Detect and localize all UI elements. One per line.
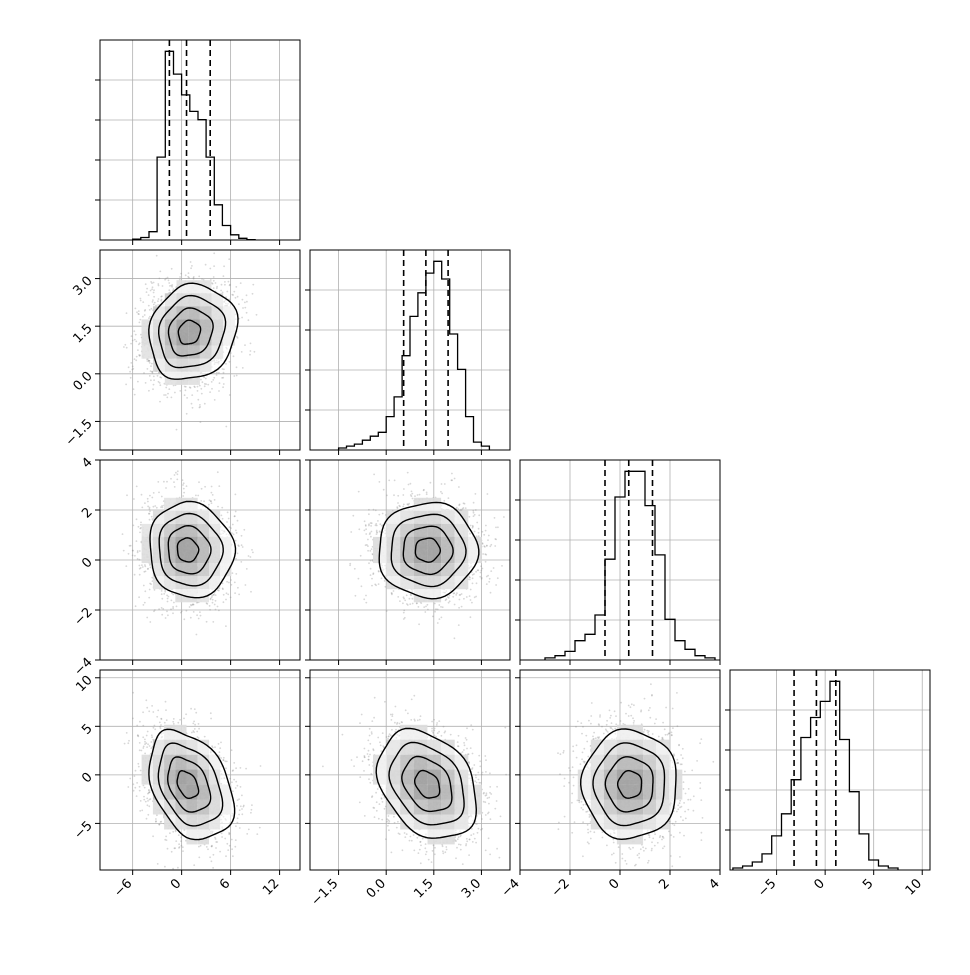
scatter-panel-0-3 [95,670,300,879]
y-tick-label-3-3: 10 [73,673,95,695]
y-tick-label-3-0: −5 [71,818,95,842]
y-axis-1: −1.5 0.0 1.5 3.0 [63,274,96,450]
x-tick-label-2-2: 0 [606,876,622,892]
x-tick-label-1-1: 0.0 [364,876,389,901]
x-tick-label-3-1: 0 [812,876,828,892]
x-tick-label-3-2: 5 [860,876,876,892]
x-tick-label-1-2: 1.5 [411,876,436,901]
x-tick-label-0-2: 6 [217,876,233,892]
y-tick-label-2-2: 0 [79,555,95,571]
y-axis-3: −5 0 5 10 [71,673,95,843]
y-tick-label-3-2: 5 [79,721,95,737]
scatter-panel-0-2 [95,459,300,660]
x-tick-label-2-1: −2 [549,876,573,900]
y-tick-label-1-2: 1.5 [70,321,95,346]
histogram-panel-2 [515,460,720,660]
x-tick-label-2-4: 4 [706,876,722,892]
y-tick-label-2-3: 2 [79,505,95,521]
histogram-panel-3 [725,670,930,870]
x-tick-label-0-0: −6 [111,876,135,900]
y-tick-label-1-0: −1.5 [63,416,96,449]
x-tick-label-0-1: 0 [168,876,184,892]
y-tick-label-2-4: 4 [79,455,95,471]
x-tick-label-2-0: −4 [499,876,523,900]
scatter-panel-2-3 [515,670,720,898]
scatter-panel-1-2 [305,458,510,660]
x-axis-3: −5 0 5 10 [755,870,925,900]
panel-frame [100,40,300,240]
y-tick-label-1-3: 3.0 [70,274,95,299]
y-tick-label-1-1: 0.0 [70,369,95,394]
x-tick-label-0-3: 12 [260,876,282,898]
scatter-panel-0-1 [95,242,300,450]
x-tick-label-1-3: 3.0 [459,876,484,901]
x-tick-label-1-0: −1.5 [308,876,341,909]
x-tick-label-2-3: 2 [656,876,672,892]
x-tick-label-3-3: 10 [903,876,925,898]
scatter-panel-1-3 [305,670,521,897]
histogram-panel-1 [305,250,510,450]
histogram-panel-0 [95,40,300,240]
y-tick-label-2-1: −2 [71,605,95,629]
x-tick-label-3-0: −5 [755,876,779,900]
y-tick-label-3-1: 0 [79,770,95,786]
